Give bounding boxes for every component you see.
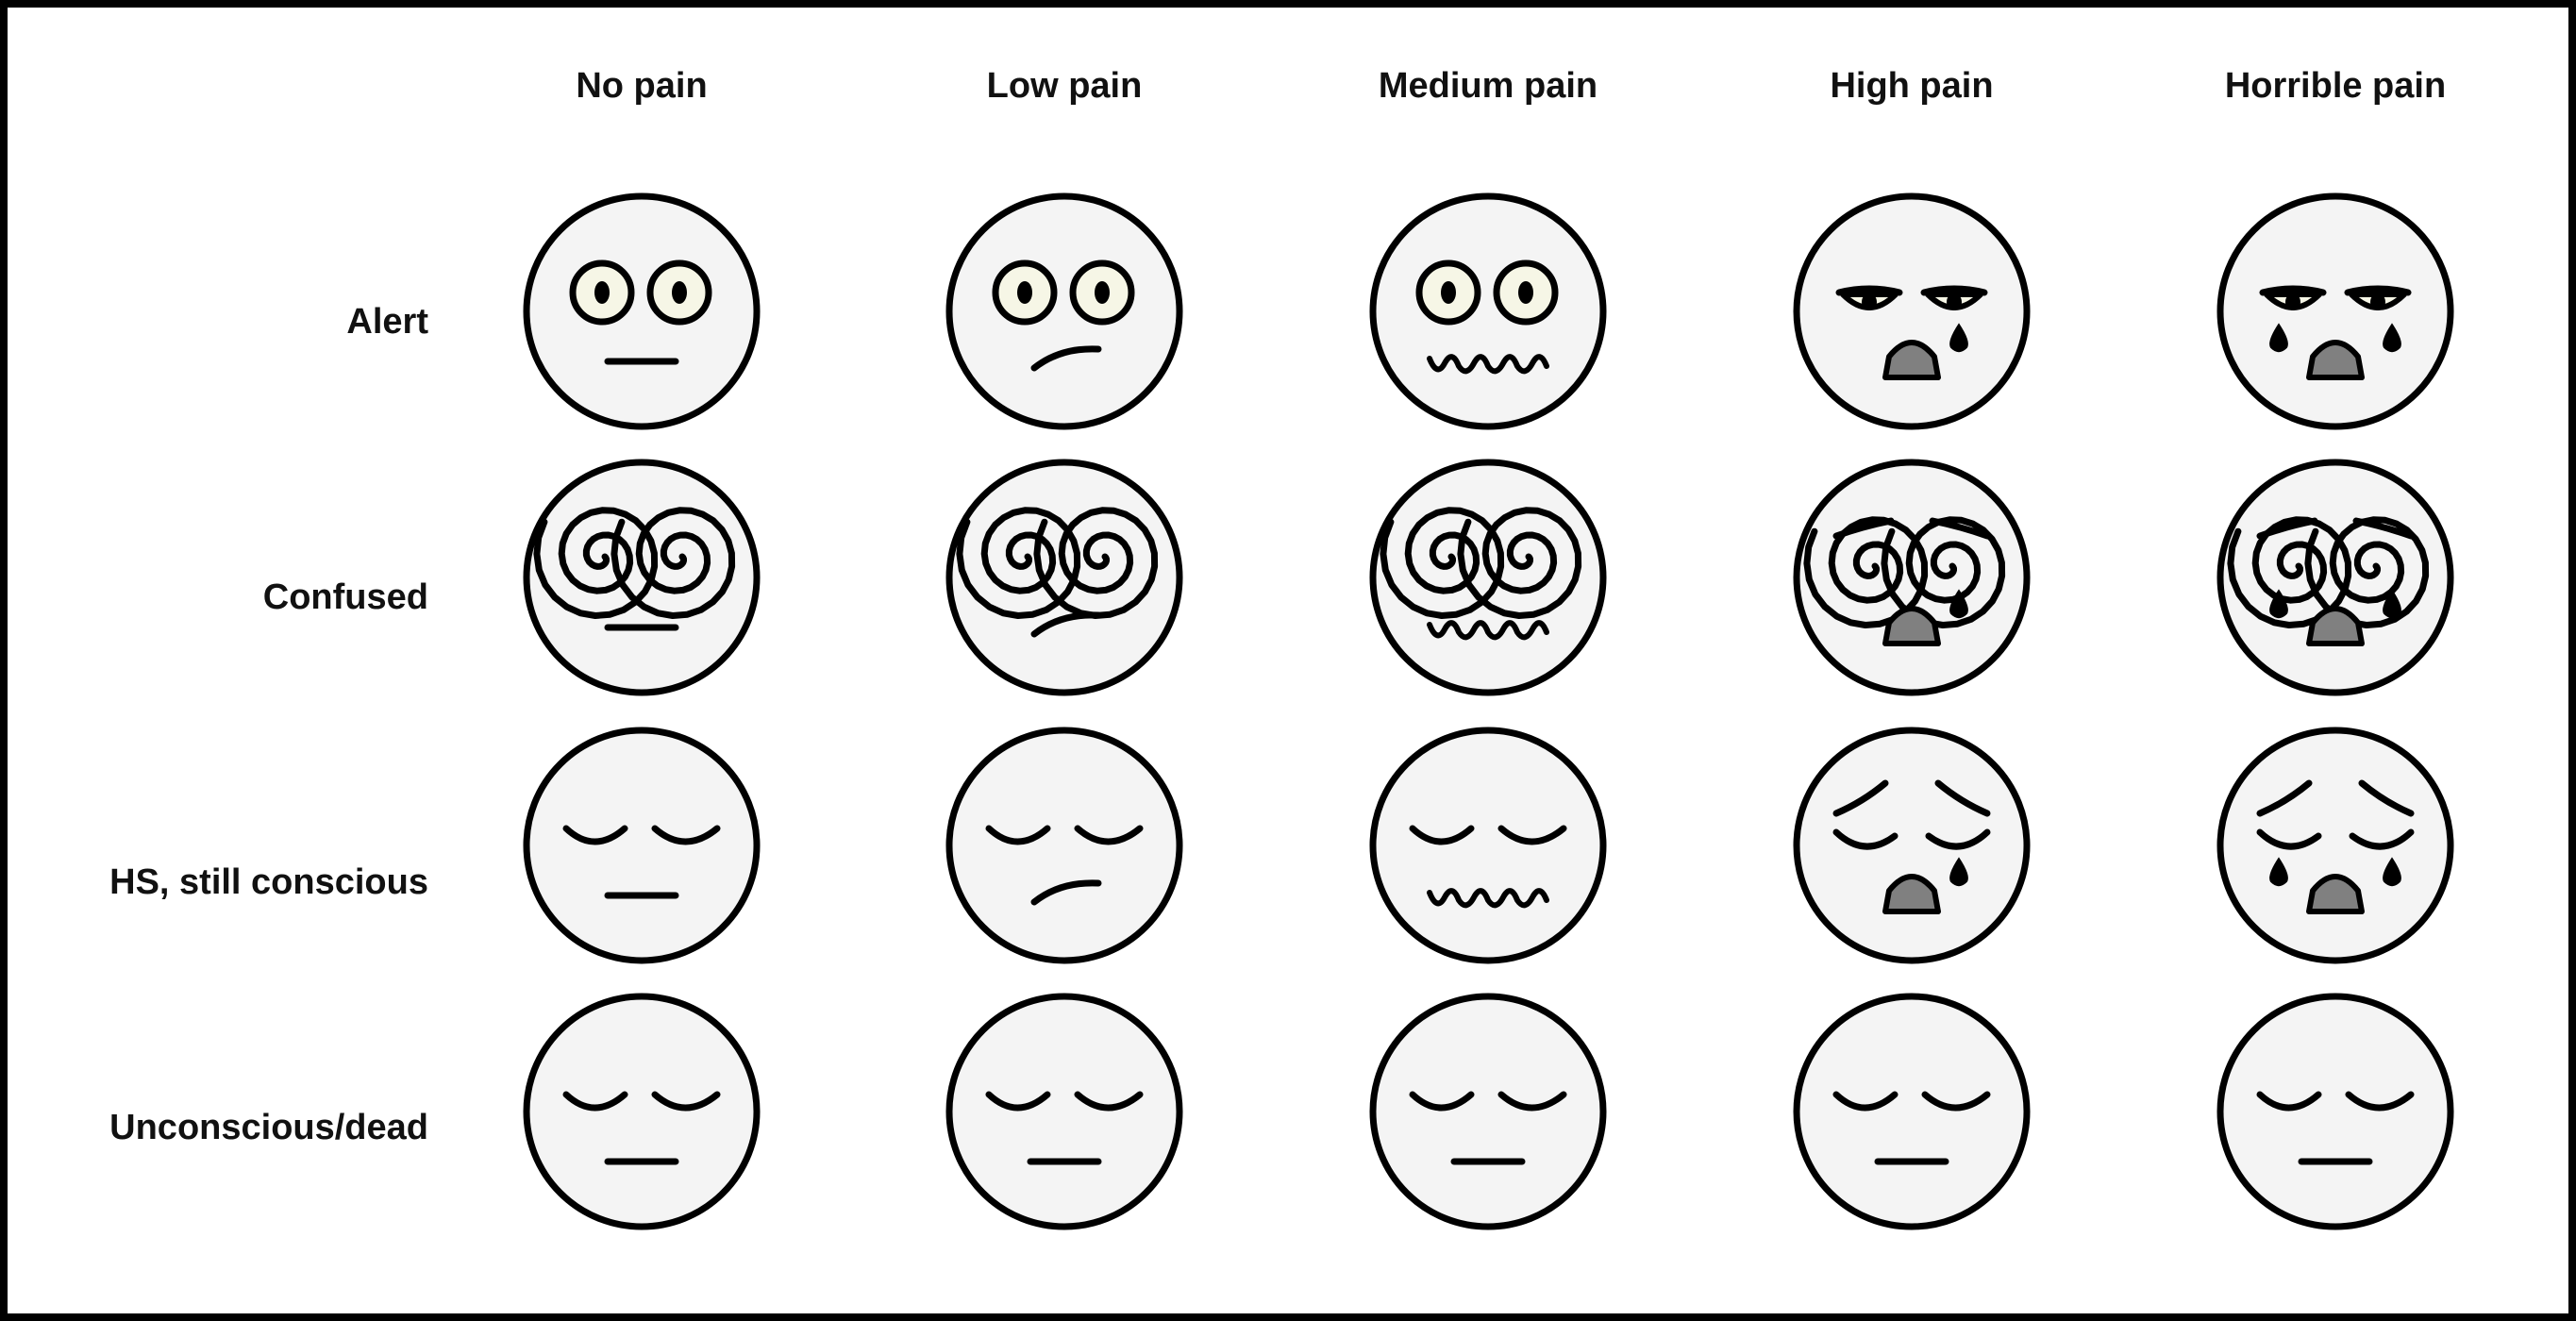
column-header-no-pain: No pain [576,66,708,106]
dizzy-crying-face-icon [1793,459,2031,696]
row-label-hs-still-conscious: HS, still conscious [109,862,428,902]
sleepy-sobbing-face-icon [2216,727,2454,964]
sleepy-neutral-face-icon [523,727,761,964]
row-label-confused: Confused [262,577,428,617]
faces-grid [523,192,2454,1230]
sobbing-face-icon [2216,192,2454,430]
column-header-medium-pain: Medium pain [1378,66,1598,106]
closed-eyes-face-icon [1369,993,1607,1230]
sleepy-crying-face-icon [1793,727,2031,964]
row-label-unconscious-dead: Unconscious/dead [109,1108,428,1147]
uneasy-face-icon [945,192,1183,430]
dizzy-sobbing-face-icon [2216,459,2454,696]
column-header-high-pain: High pain [1830,66,1994,106]
closed-eyes-face-icon [1793,993,2031,1230]
row-label-alert: Alert [346,302,428,342]
crying-face-icon [1793,192,2031,430]
wavy-mouth-face-icon [1369,192,1607,430]
sleepy-wavy-mouth-face-icon [1369,727,1607,964]
column-header-low-pain: Low pain [986,66,1143,106]
neutral-face-icon [523,192,761,430]
dizzy-uneasy-face-icon [945,459,1183,696]
dizzy-neutral-face-icon [523,459,761,696]
dizzy-wavy-mouth-face-icon [1369,459,1607,696]
column-header-horrible-pain: Horrible pain [2224,66,2447,106]
closed-eyes-face-icon [945,993,1183,1230]
closed-eyes-face-icon [523,993,761,1230]
closed-eyes-face-icon [2216,993,2454,1230]
sleepy-uneasy-face-icon [945,727,1183,964]
